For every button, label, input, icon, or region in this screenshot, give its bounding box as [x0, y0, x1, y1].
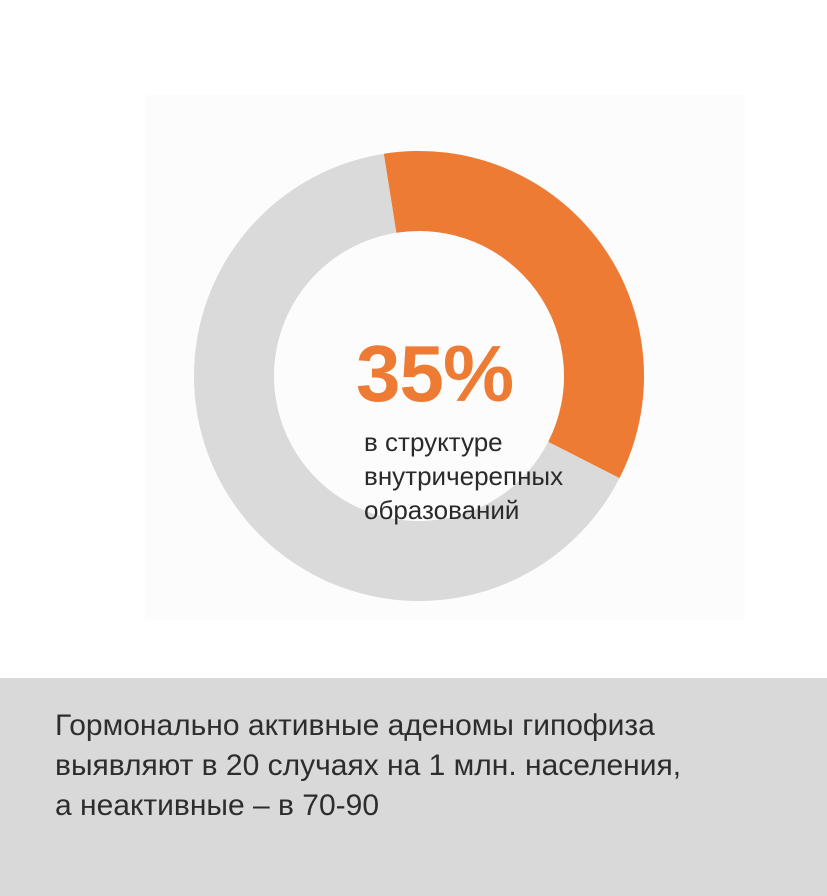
donut-center-value: 35% [356, 329, 514, 418]
donut-chart [193, 151, 644, 601]
footer-line: а неактивные – в 70-90 [55, 789, 380, 822]
caption-line: внутричерепных [364, 461, 564, 491]
donut-slice-highlight [383, 151, 644, 479]
footer-band: Гормонально активные аденомы гипофиза вы… [0, 678, 827, 896]
footer-text: Гормонально активные аденомы гипофиза вы… [55, 706, 815, 826]
donut-center-caption: в структуре внутричерепных образований [364, 425, 624, 527]
footer-line: выявляют в 20 случаях на 1 млн. населени… [55, 749, 682, 782]
footer-line: Гормонально активные аденомы гипофиза [55, 709, 655, 742]
caption-line: образований [364, 495, 520, 525]
donut-slice-rest [193, 153, 620, 601]
caption-line: в структуре [364, 427, 503, 457]
